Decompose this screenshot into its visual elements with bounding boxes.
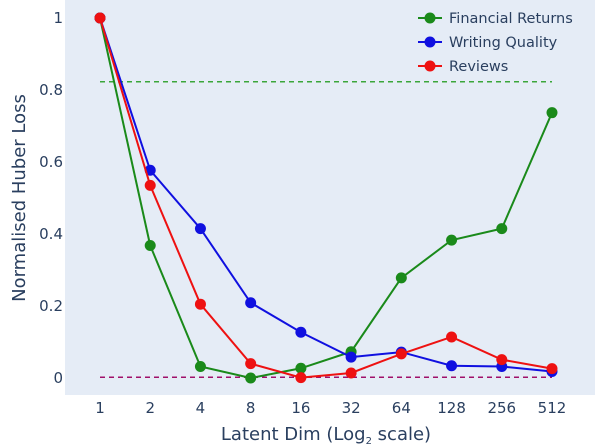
data-point-s0-4[interactable]	[295, 362, 307, 374]
y-tick-label: 0	[53, 369, 63, 387]
data-point-s0-1[interactable]	[144, 240, 156, 252]
y-tick-label: 0.4	[39, 225, 63, 243]
y-tick-labels: 0 0.2 0.4 0.6 0.8 1	[39, 9, 63, 387]
series-line-2	[99, 17, 553, 379]
x-tick-label: 2	[145, 399, 155, 417]
data-point-s0-9[interactable]	[546, 107, 558, 119]
x-tick-label: 128	[437, 399, 466, 417]
data-point-s0-8[interactable]	[496, 223, 508, 235]
x-tick-label: 1	[95, 399, 105, 417]
x-tick-labels: 1 2 4 8 16 32 64 128 256 512	[95, 399, 566, 417]
x-axis-title: Latent Dim (Log2 scale)	[221, 424, 431, 447]
legend-swatch-marker	[424, 36, 436, 48]
series-line-0	[99, 17, 553, 380]
series-layer	[94, 12, 558, 384]
data-point-s2-1[interactable]	[144, 179, 156, 191]
x-tick-label: 16	[291, 399, 310, 417]
legend-item-1[interactable]: Writing Quality	[418, 35, 558, 51]
data-point-s2-4[interactable]	[295, 372, 307, 384]
data-point-s2-2[interactable]	[194, 298, 206, 310]
data-point-s0-2[interactable]	[194, 360, 206, 372]
data-point-s2-5[interactable]	[345, 367, 357, 379]
y-tick-label: 1	[53, 9, 63, 27]
legend[interactable]: Financial Returns Writing Quality Reviews	[413, 1, 591, 79]
legend-background	[413, 1, 591, 79]
data-point-s2-7[interactable]	[446, 331, 458, 343]
legend-label: Reviews	[449, 59, 508, 75]
reference-lines	[100, 80, 552, 379]
y-tick-label: 0.6	[39, 153, 63, 171]
x-axis-title-subscript: 2	[366, 436, 372, 447]
data-point-s2-8[interactable]	[496, 354, 508, 366]
data-point-s1-7[interactable]	[446, 360, 458, 372]
legend-swatch-marker	[424, 60, 436, 72]
x-axis-title-main: Latent Dim (Log	[221, 424, 366, 445]
y-tick-label: 0.2	[39, 297, 63, 315]
legend-swatch-marker	[424, 12, 436, 24]
legend-label: Writing Quality	[449, 35, 558, 51]
y-tick-label: 0.8	[39, 81, 63, 99]
data-point-s2-3[interactable]	[245, 358, 257, 370]
data-point-s2-9[interactable]	[546, 363, 558, 375]
data-point-s0-7[interactable]	[446, 234, 458, 246]
x-tick-label: 64	[392, 399, 411, 417]
y-axis-title: Normalised Huber Loss	[9, 94, 30, 302]
data-point-s1-3[interactable]	[245, 297, 257, 309]
data-point-s0-3[interactable]	[245, 372, 257, 384]
x-tick-label: 32	[342, 399, 361, 417]
data-point-s0-6[interactable]	[395, 272, 407, 284]
x-tick-label: 4	[196, 399, 206, 417]
x-tick-label: 8	[246, 399, 256, 417]
data-point-s2-0[interactable]	[94, 12, 106, 24]
x-tick-label: 256	[487, 399, 516, 417]
data-point-s2-6[interactable]	[395, 348, 407, 360]
series-line-1	[99, 17, 553, 373]
legend-label: Financial Returns	[449, 11, 573, 27]
data-point-s1-4[interactable]	[295, 326, 307, 338]
legend-item-2[interactable]: Reviews	[418, 59, 508, 75]
x-tick-label: 512	[538, 399, 567, 417]
data-point-s1-5[interactable]	[345, 351, 357, 363]
legend-item-0[interactable]: Financial Returns	[418, 11, 573, 27]
x-axis-title-suffix: scale)	[372, 424, 431, 445]
data-point-s1-2[interactable]	[194, 223, 206, 235]
